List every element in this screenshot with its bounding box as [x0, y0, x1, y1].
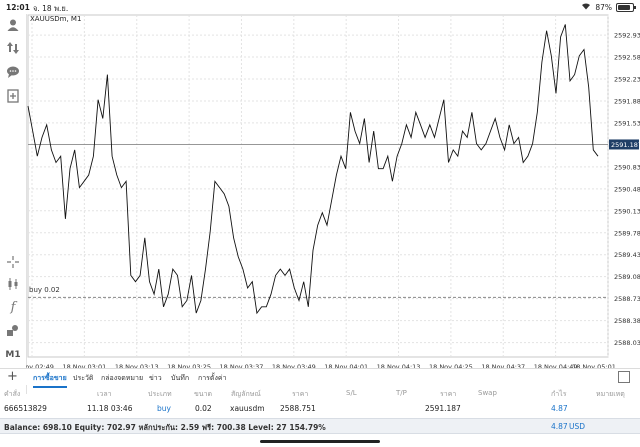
timeframe-button[interactable]: M1 [5, 350, 21, 360]
header-profit: กำไร [551, 390, 567, 398]
header-current-price: ราคา [440, 390, 457, 398]
row-current-price: 2591.187 [425, 404, 461, 413]
price-tick-label: 2592.580 [614, 54, 640, 62]
price-chart[interactable]: 18 Nov 02:49 18 Nov 03:01 18 Nov 03:13 18 N… [26, 14, 640, 381]
home-indicator [260, 440, 380, 443]
price-tick-label: 2589.080 [614, 273, 640, 281]
status-right: 87% [581, 2, 636, 12]
price-tick-label: 2591.880 [614, 97, 640, 105]
row-symbol: xauusdm [230, 404, 265, 413]
status-bar: 12:01 จ. 18 พ.ย. 87% [0, 0, 640, 14]
price-tick-label: 2588.030 [614, 339, 640, 347]
price-series-line [27, 24, 599, 315]
chart-symbol-title: XAUUSDm, M1 [30, 15, 82, 23]
time-tick-label: 18 Nov 04:49 [534, 363, 578, 371]
left-toolbar: f M1 [0, 14, 27, 394]
expand-icon[interactable] [618, 371, 630, 383]
battery-percent: 87% [595, 2, 612, 12]
row-time: 11.18 03:46 [87, 404, 133, 413]
objects-icon[interactable] [4, 321, 22, 339]
row-type: buy [157, 404, 171, 413]
time-tick-label: 18 Nov 03:25 [167, 363, 211, 371]
tab-mailbox[interactable]: กล่องจดหมาย [101, 374, 144, 382]
time-tick-label: 18 Nov 04:13 [377, 363, 421, 371]
time-tick-label: 18 Nov 02:49 [26, 363, 54, 371]
price-tick-label: 2589.430 [614, 251, 640, 259]
header-order: คำสั่ง [4, 390, 21, 398]
header-comment: หมายเหตุ [596, 390, 625, 398]
wifi-icon [581, 2, 591, 12]
header-symbol: สัญลักษณ์ [231, 390, 261, 398]
bottom-tab-bar: + การซื้อขาย ประวัติ กล่องจดหมาย ข่าว บั… [0, 368, 640, 388]
indicators-icon[interactable]: f [10, 299, 16, 315]
header-time: เวลา [97, 390, 112, 398]
price-tick-label: 2588.380 [614, 317, 640, 325]
time-tick-label: 18 Nov 05:01 [572, 363, 616, 371]
chat-icon[interactable] [4, 63, 22, 81]
price-tick-label: 2592.930 [614, 32, 640, 40]
tab-settings[interactable]: การตั้งค่า [198, 374, 227, 382]
row-order: 666513829 [4, 404, 47, 413]
balance-bar: Balance: 698.10 Equity: 702.97 หลักประกั… [0, 418, 640, 434]
row-open-price: 2588.751 [280, 404, 316, 413]
account-icon[interactable] [4, 16, 22, 34]
price-tick-label: 2591.530 [614, 119, 640, 127]
currency: USD [569, 422, 586, 431]
buy-line-label: buy 0.02 [29, 286, 60, 294]
status-date: จ. 18 พ.ย. [33, 4, 69, 13]
time-tick-label: 18 Nov 04:01 [324, 363, 368, 371]
current-price-tag [609, 139, 639, 150]
price-tick-label: 2592.230 [614, 76, 640, 84]
balance-summary: Balance: 698.10 Equity: 702.97 หลักประกั… [4, 423, 326, 432]
crosshair-icon[interactable] [4, 253, 22, 271]
current-price-label: 2591.187 [611, 141, 640, 149]
time-tick-label: 18 Nov 04:25 [429, 363, 473, 371]
battery-icon [616, 2, 636, 12]
header-open-price: ราคา [292, 390, 309, 398]
status-time: 12:01 [6, 3, 30, 12]
plus-icon[interactable]: + [7, 369, 18, 384]
header-type: ประเภท [148, 390, 172, 398]
tab-history[interactable]: ประวัติ [73, 374, 94, 382]
price-tick-label: 2590.830 [614, 163, 640, 171]
header-sl: S/L [346, 389, 357, 397]
price-tick-label: 2589.780 [614, 229, 640, 237]
tab-journal[interactable]: บันทึก [171, 374, 190, 382]
row-size: 0.02 [195, 404, 212, 413]
plot-frame [27, 14, 609, 358]
header-swap: Swap [478, 389, 497, 397]
time-tick-label: 18 Nov 04:37 [481, 363, 525, 371]
trade-icon[interactable] [4, 39, 22, 57]
candlestick-icon[interactable] [4, 275, 22, 293]
price-tick-label: 2588.730 [614, 295, 640, 303]
price-tick-label: 2590.130 [614, 207, 640, 215]
total-profit: 4.87 [551, 422, 568, 431]
header-size: ขนาด [194, 390, 213, 398]
row-profit: 4.87 [551, 404, 568, 413]
time-tick-label: 18 Nov 03:13 [115, 363, 159, 371]
new-order-icon[interactable] [4, 87, 22, 105]
price-tick-label: 2590.480 [614, 185, 640, 193]
time-tick-label: 18 Nov 03:01 [62, 363, 106, 371]
time-tick-label: 18 Nov 03:37 [220, 363, 264, 371]
tab-news[interactable]: ข่าว [149, 374, 162, 382]
tab-trade[interactable]: การซื้อขาย [33, 374, 67, 388]
time-tick-label: 18 Nov 03:49 [272, 363, 316, 371]
header-tp: T/P [396, 389, 407, 397]
